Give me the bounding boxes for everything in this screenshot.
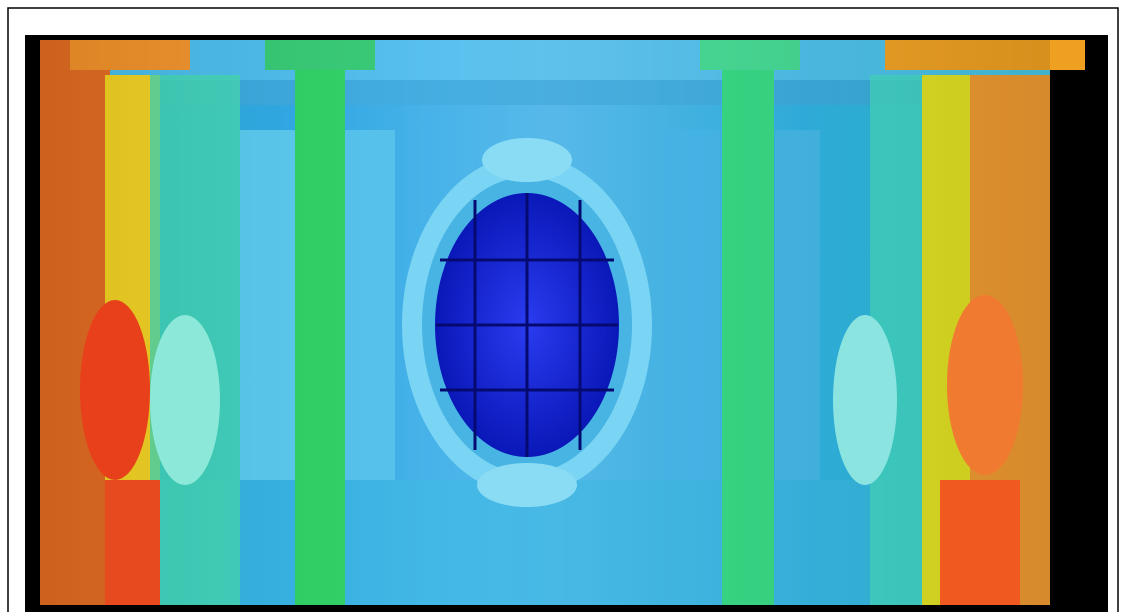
pedestal bbox=[940, 480, 1020, 605]
statue bbox=[150, 315, 220, 485]
statue bbox=[80, 300, 150, 480]
glass-leading bbox=[436, 193, 618, 457]
pedestal bbox=[105, 480, 160, 605]
ornament bbox=[482, 138, 572, 182]
statue bbox=[833, 315, 897, 485]
ornament bbox=[477, 463, 577, 507]
statue bbox=[947, 295, 1023, 475]
